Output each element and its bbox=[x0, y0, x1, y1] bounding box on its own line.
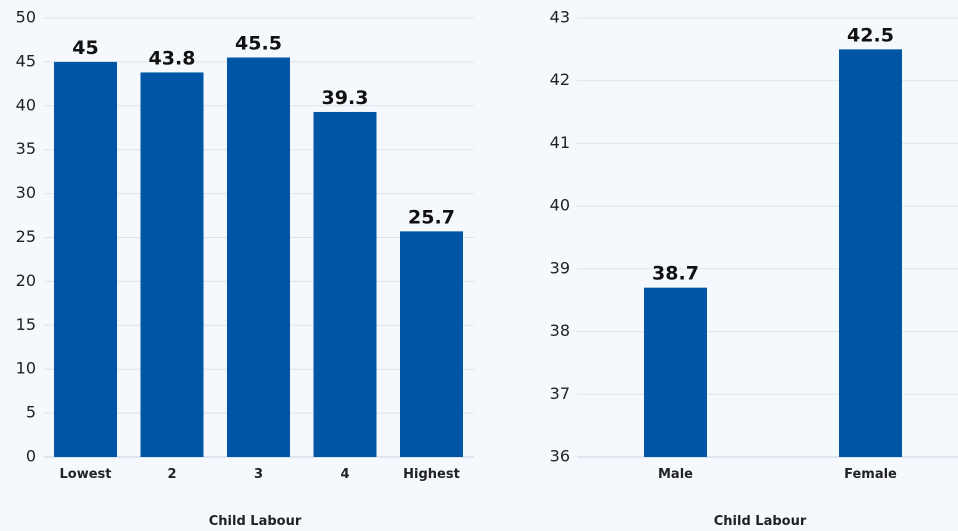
left-x-axis-title: Child Labour bbox=[209, 514, 302, 529]
chart-sex: 36 37 38 39 40 41 42 43 38.7 Male 42.5 Female bbox=[550, 8, 958, 482]
data-label: 39.3 bbox=[322, 87, 369, 109]
bar bbox=[140, 72, 204, 457]
y-tick-label: 5 bbox=[26, 403, 36, 422]
bar bbox=[839, 49, 902, 457]
y-tick-label: 42 bbox=[550, 70, 570, 89]
y-tick-label: 50 bbox=[16, 8, 36, 27]
bar bbox=[644, 287, 707, 457]
x-tick-label: Male bbox=[658, 467, 693, 482]
data-label: 38.7 bbox=[652, 263, 699, 285]
right-x-axis-title: Child Labour bbox=[714, 514, 807, 529]
chart-wealth-quintile: 0 5 10 15 20 25 30 35 40 45 50 45 Lowest 43.8 2 45.5 3 39… bbox=[16, 8, 474, 482]
x-tick-label: 2 bbox=[167, 467, 176, 482]
y-tick-label: 37 bbox=[550, 384, 570, 403]
x-tick-label: 3 bbox=[254, 467, 263, 482]
data-label: 43.8 bbox=[149, 47, 196, 69]
y-tick-label: 10 bbox=[16, 359, 36, 378]
bar bbox=[313, 111, 377, 458]
data-label: 45 bbox=[72, 37, 98, 59]
y-tick-label: 41 bbox=[550, 133, 570, 152]
bar bbox=[227, 57, 290, 457]
data-label: 42.5 bbox=[847, 24, 894, 46]
data-label: 45.5 bbox=[235, 33, 282, 55]
y-tick-label: 15 bbox=[16, 315, 36, 334]
y-tick-label: 43 bbox=[550, 8, 570, 27]
x-tick-label: Highest bbox=[403, 467, 460, 482]
x-tick-label: 4 bbox=[340, 467, 349, 482]
y-tick-label: 40 bbox=[16, 95, 36, 114]
y-tick-label: 40 bbox=[550, 196, 570, 215]
y-tick-label: 20 bbox=[16, 271, 36, 290]
y-tick-label: 38 bbox=[550, 321, 570, 340]
bar bbox=[54, 61, 117, 458]
y-tick-label: 45 bbox=[16, 51, 36, 70]
y-tick-label: 30 bbox=[16, 183, 36, 202]
y-tick-label: 25 bbox=[16, 227, 36, 246]
x-tick-label: Lowest bbox=[60, 467, 112, 482]
bar bbox=[400, 231, 463, 457]
y-tick-label: 35 bbox=[16, 139, 36, 158]
y-tick-label: 39 bbox=[550, 258, 570, 277]
y-tick-label: 0 bbox=[26, 447, 36, 466]
data-label: 25.7 bbox=[408, 206, 455, 228]
x-tick-label: Female bbox=[844, 467, 897, 482]
y-tick-label: 36 bbox=[550, 447, 570, 466]
